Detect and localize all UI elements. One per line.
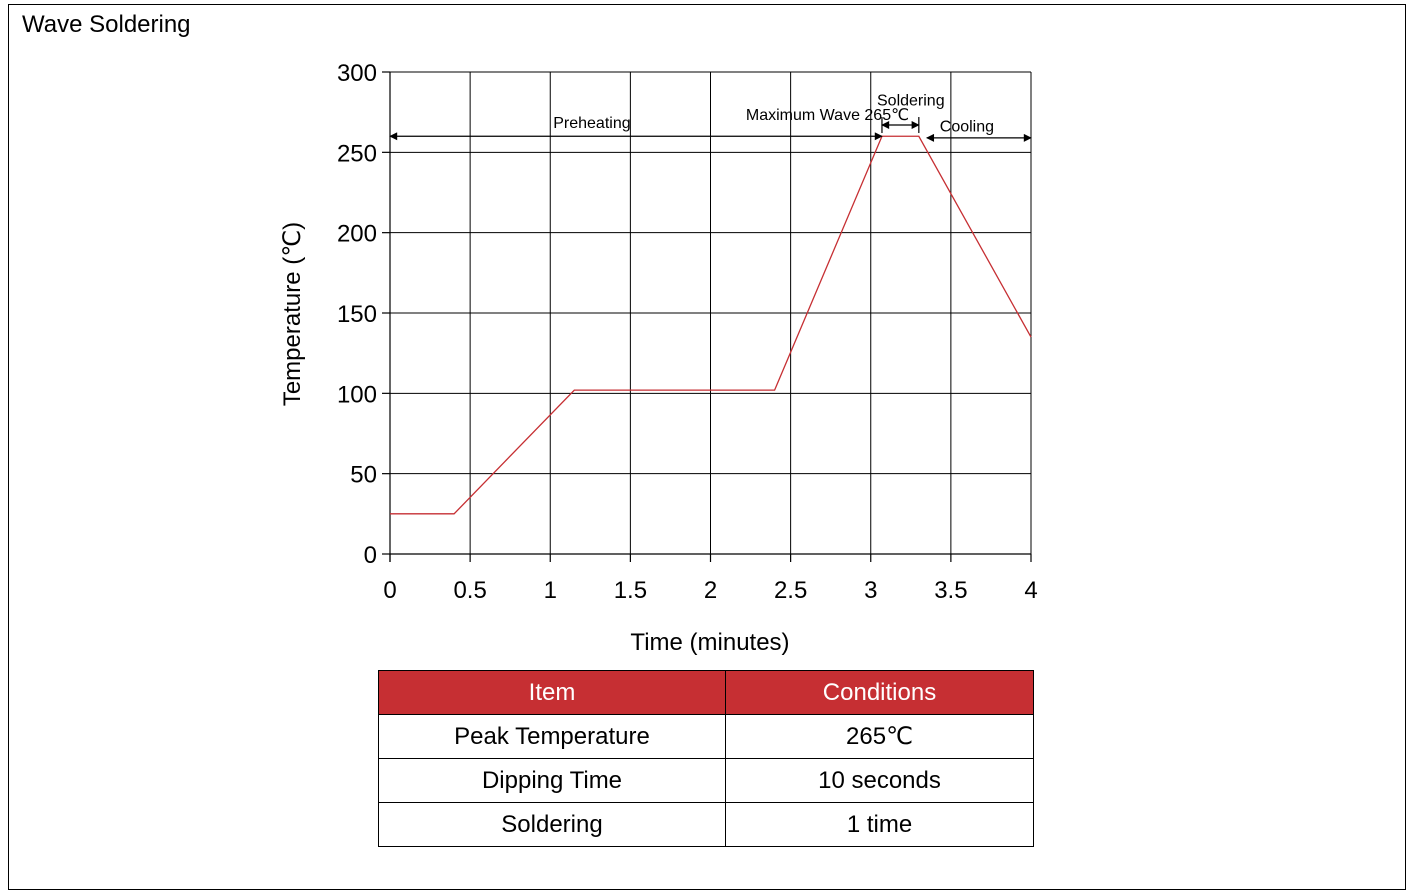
header-item: Item <box>378 670 726 715</box>
row-condition: 1 time <box>725 802 1034 847</box>
table-row: Peak Temperature 265℃ <box>378 714 1034 759</box>
y-tick-label: 300 <box>337 60 377 87</box>
x-tick-label: 1 <box>544 577 557 604</box>
y-tick-label: 200 <box>337 221 377 248</box>
row-item: Dipping Time <box>378 758 726 803</box>
x-tick-label: 4 <box>1024 577 1037 604</box>
x-tick-label: 0 <box>383 577 396 604</box>
conditions-table: Item Conditions Peak Temperature 265℃ Di… <box>378 670 1034 847</box>
annotation-label: Soldering <box>877 93 945 110</box>
row-condition: 10 seconds <box>725 758 1034 803</box>
x-tick-label: 2 <box>704 577 717 604</box>
annotation-label: Maximum Wave 265℃ <box>746 107 909 124</box>
y-tick-label: 100 <box>337 381 377 408</box>
y-tick-label: 250 <box>337 140 377 167</box>
x-axis-title: Time (minutes) <box>630 629 789 656</box>
y-tick-label: 150 <box>337 301 377 328</box>
annotation-label: Cooling <box>940 118 994 135</box>
header-conditions: Conditions <box>725 670 1034 715</box>
page-title: Wave Soldering <box>22 11 191 38</box>
row-condition: 265℃ <box>725 714 1034 759</box>
y-tick-label: 50 <box>350 462 377 489</box>
table-row: Dipping Time 10 seconds <box>378 758 1034 803</box>
y-axis-title: Temperature (℃) <box>279 222 306 406</box>
temperature-profile-chart: 0 50 100 150 200 250 300 0 0.5 1 1.5 2 2.5 3 3.5 4 Preh… <box>279 60 1038 656</box>
table-row: Soldering 1 time <box>378 802 1034 847</box>
annotation-label: Preheating <box>553 115 630 132</box>
x-tick-label: 3 <box>864 577 877 604</box>
temperature-profile-line <box>390 135 1032 515</box>
x-tick-label: 3.5 <box>934 577 967 604</box>
row-item: Soldering <box>378 802 726 847</box>
axes-layer: 0 50 100 150 200 250 300 0 0.5 1 1.5 2 2.5 3 3.5 4 <box>337 60 1038 604</box>
x-tick-label: 0.5 <box>453 577 486 604</box>
row-item: Peak Temperature <box>378 714 726 759</box>
x-tick-label: 1.5 <box>614 577 647 604</box>
table-header-row: Item Conditions <box>378 670 1034 715</box>
y-tick-label: 0 <box>364 542 377 569</box>
x-tick-label: 2.5 <box>774 577 807 604</box>
series-layer <box>390 135 1032 515</box>
